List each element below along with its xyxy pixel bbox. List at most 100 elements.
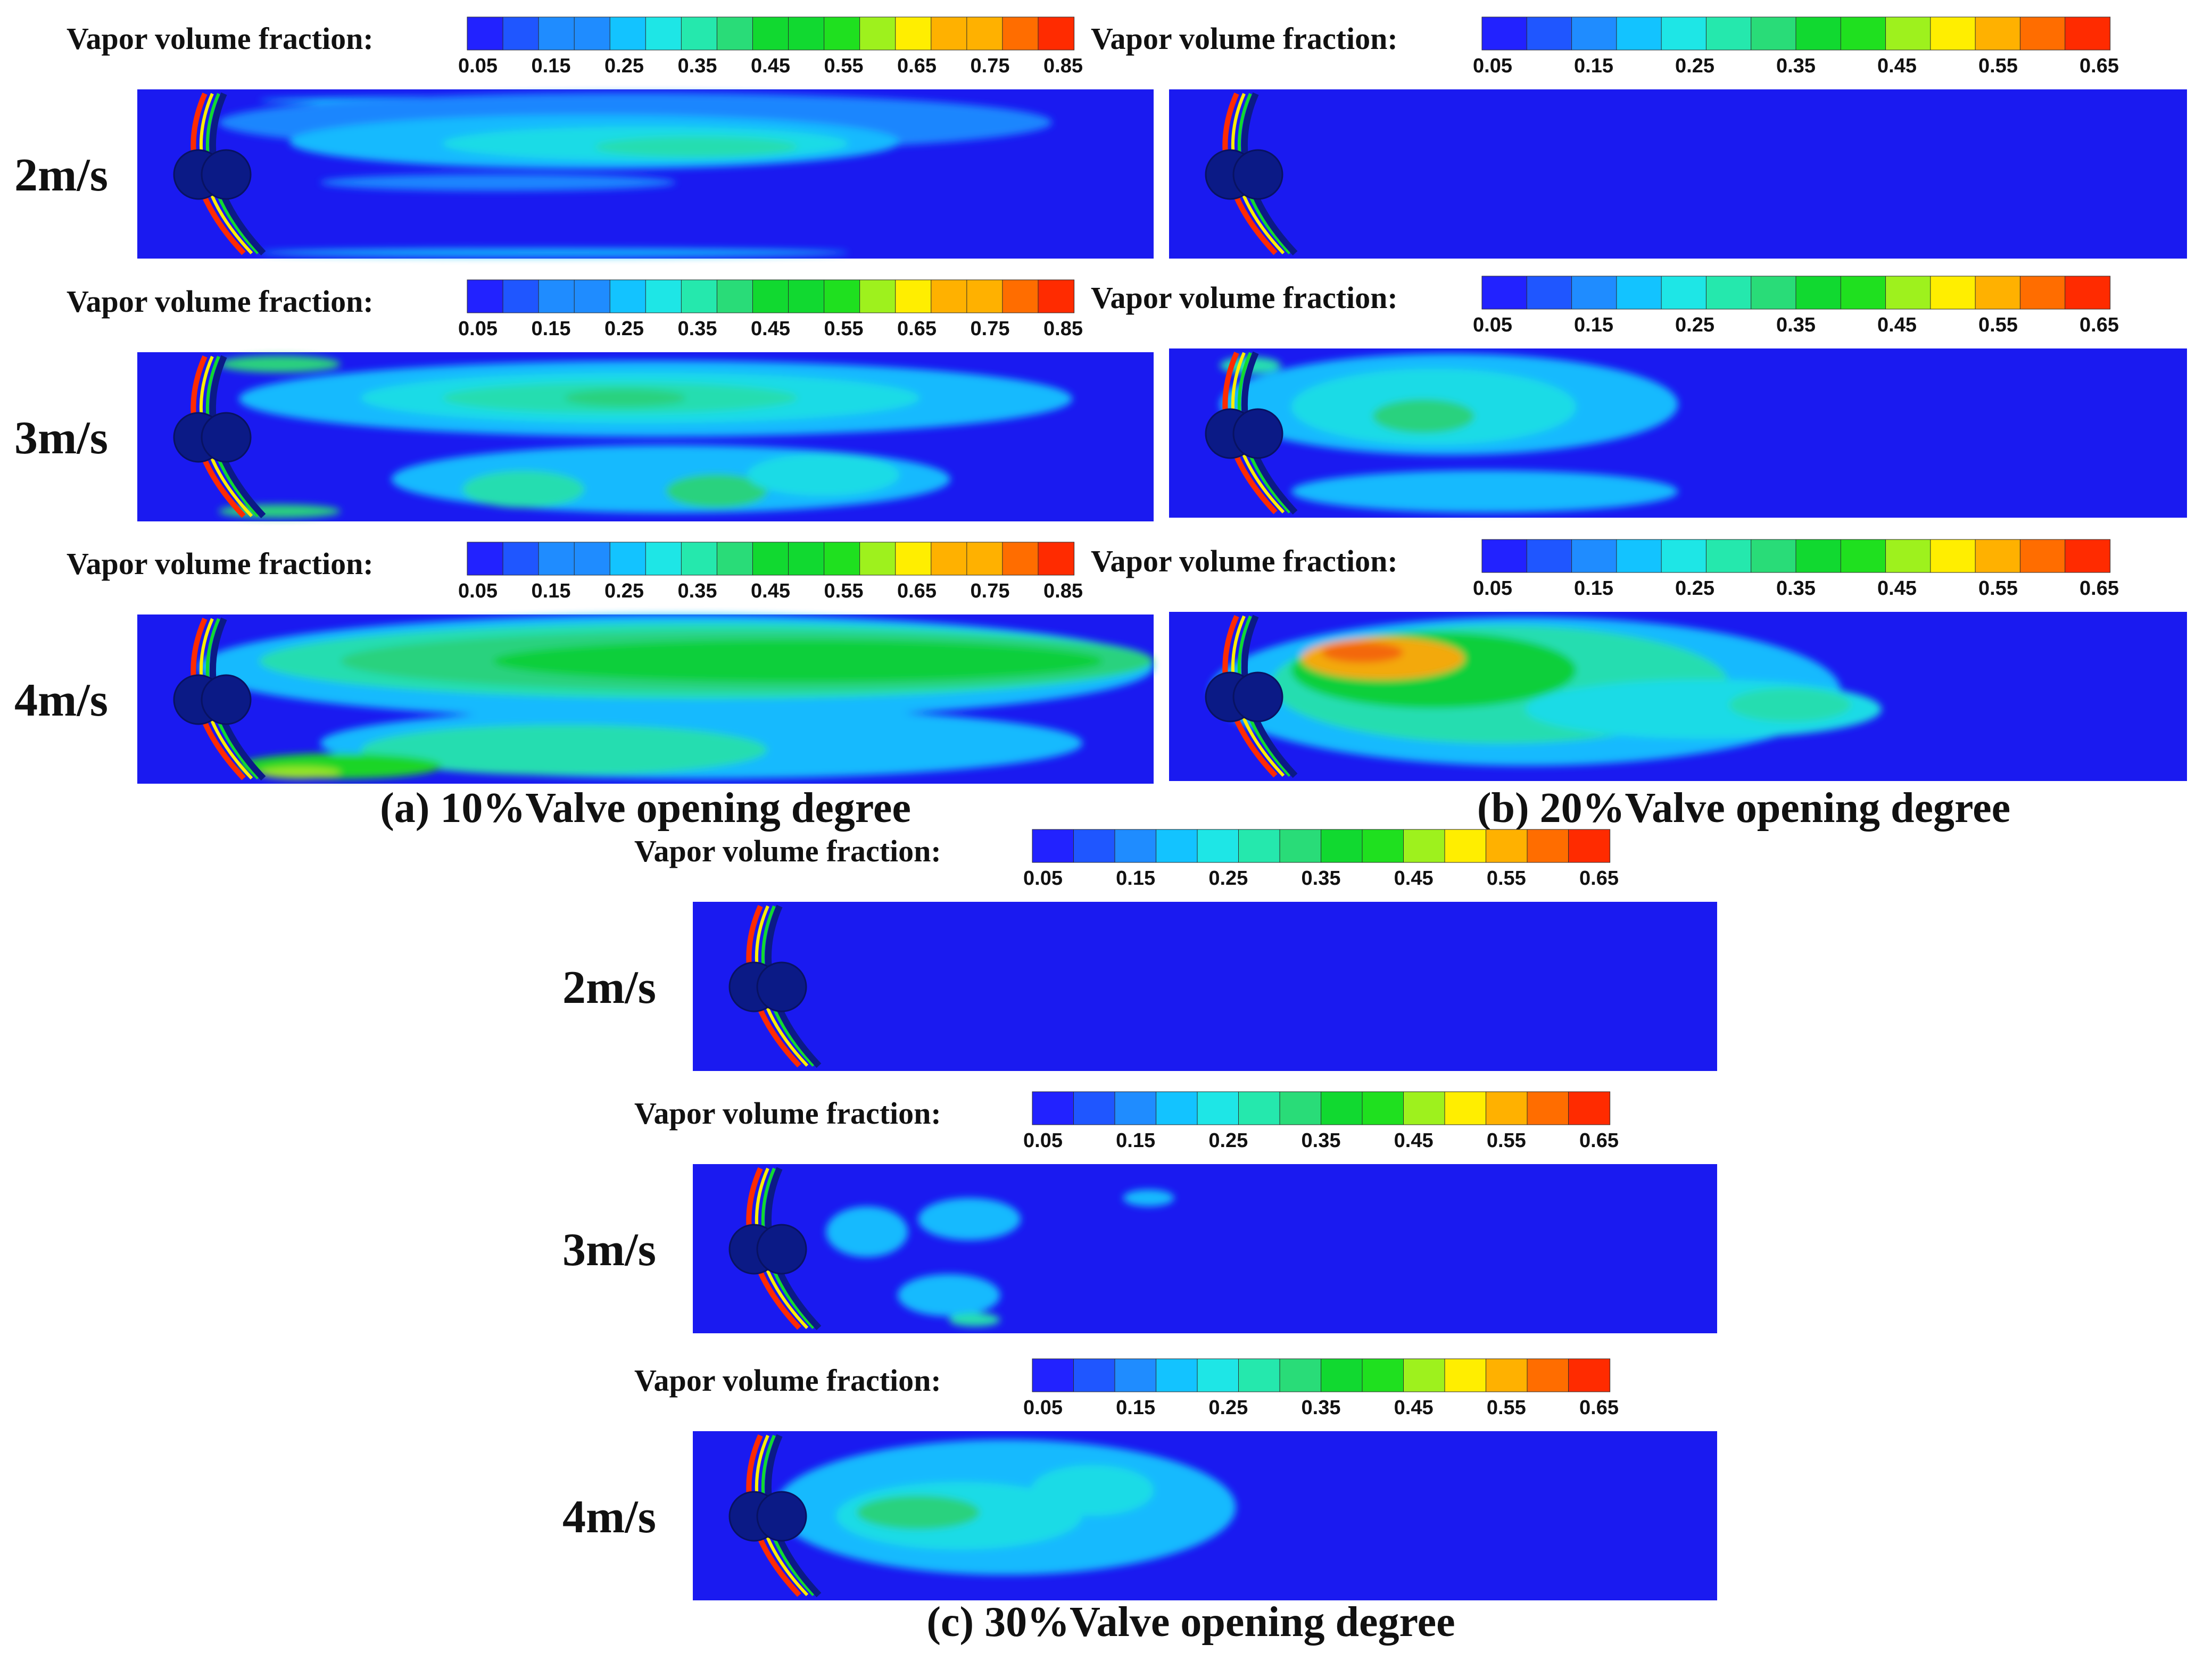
colorbar-segment — [645, 542, 682, 576]
colorbar-tick: 0.35 — [678, 55, 717, 77]
colorbar-tick: 0.25 — [1208, 1130, 1248, 1152]
colorbar-tick: 0.65 — [2080, 577, 2119, 600]
colorbar-segment — [1444, 1358, 1487, 1392]
colorbar-segment — [1403, 1358, 1446, 1392]
vapor-region — [1291, 470, 1678, 513]
colorbar-segment — [1362, 1358, 1404, 1392]
flow-domain — [693, 902, 1717, 1071]
speed-label: 3m/s — [562, 1224, 656, 1276]
colorbar-segment — [895, 279, 932, 313]
colorbar: 0.05 0.15 0.25 0.35 0.45 0.55 0.65 0.75 0.85 — [458, 542, 1083, 602]
colorbar-tick: 0.15 — [1574, 577, 1613, 600]
colorbar-segment — [1197, 829, 1239, 863]
colorbar-segment — [502, 16, 540, 51]
colorbar-segment — [1930, 539, 1976, 573]
colorbar-tick: 0.65 — [2080, 314, 2119, 336]
contour-plot — [137, 615, 1154, 784]
colorbar-tick: 0.15 — [1116, 867, 1155, 890]
row-3-1: 0.05 0.15 0.25 0.35 0.45 0.55 0.65 Vapor volume… — [562, 829, 1717, 1071]
colorbar-segment — [1238, 1358, 1281, 1392]
colorbar-segment — [1526, 16, 1572, 51]
colorbar-segment — [1114, 829, 1157, 863]
vapor-region — [361, 724, 768, 776]
vapor-region — [898, 1274, 1000, 1317]
colorbar-tick: 0.05 — [1473, 577, 1512, 600]
contour-plot — [693, 1431, 1717, 1600]
colorbar-label: Vapor volume fraction: — [1091, 280, 1398, 315]
colorbar-segment — [1403, 1091, 1446, 1125]
colorbar-segment — [1526, 539, 1572, 573]
rotor-hub — [201, 149, 252, 200]
colorbar-segment — [788, 16, 825, 51]
colorbar-tick: 0.85 — [1043, 318, 1083, 340]
contour-plot — [137, 352, 1154, 521]
colorbar-label: Vapor volume fraction: — [67, 284, 374, 319]
colorbar-tick: 0.35 — [1302, 1130, 1341, 1152]
colorbar-segment — [2019, 16, 2066, 51]
colorbar-tick: 0.45 — [1877, 55, 1917, 77]
colorbar-segment — [1362, 1091, 1404, 1125]
colorbar-segment — [1156, 1358, 1198, 1392]
colorbar-segment — [1481, 539, 1528, 573]
valve-rotor — [1205, 92, 1298, 256]
colorbar-segment — [1279, 1091, 1322, 1125]
colorbar-segment — [1885, 276, 1931, 310]
colorbar-segment — [1527, 1358, 1569, 1392]
colorbar-tick: 0.05 — [1473, 314, 1512, 336]
colorbar-tick: 0.75 — [971, 55, 1010, 77]
colorbar-tick: 0.55 — [1978, 55, 2018, 77]
vapor-region — [949, 1313, 1000, 1327]
colorbar-segment — [1156, 1091, 1198, 1125]
colorbar-segment — [1002, 542, 1039, 576]
colorbar-tick: 0.45 — [1877, 577, 1917, 600]
colorbar-segment — [788, 279, 825, 313]
colorbar-tick: 0.35 — [1302, 867, 1341, 890]
colorbar-segment — [1197, 1091, 1239, 1125]
vapor-region — [594, 137, 798, 157]
colorbar-segment — [752, 279, 789, 313]
vapor-cloud — [218, 355, 1073, 518]
panel-3: 0.05 0.15 0.25 0.35 0.45 0.55 0.65 Vapor volume… — [562, 829, 1717, 1646]
colorbar-segment — [1073, 829, 1116, 863]
colorbar-segment — [1705, 16, 1752, 51]
vapor-region — [493, 640, 1103, 683]
colorbar-segment — [609, 16, 647, 51]
valve-rotor — [728, 1167, 822, 1331]
contour-plot — [137, 89, 1154, 259]
colorbar-segment — [1002, 16, 1039, 51]
colorbar-segment — [1156, 829, 1198, 863]
rotor-hub — [1232, 671, 1283, 723]
colorbar-segment — [716, 16, 753, 51]
colorbar-segment — [1486, 1358, 1528, 1392]
colorbar-segment — [1114, 1358, 1157, 1392]
speed-label: 2m/s — [14, 150, 108, 201]
colorbar-segment — [1032, 1091, 1074, 1125]
colorbar-segment — [1975, 276, 2021, 310]
colorbar-segment — [1751, 276, 1797, 310]
colorbar-segment — [1795, 276, 1842, 310]
colorbar-tick: 0.65 — [1579, 867, 1619, 890]
colorbar-segment — [824, 279, 860, 313]
colorbar-segment — [1486, 1091, 1528, 1125]
colorbar-tick: 0.55 — [1487, 867, 1526, 890]
colorbar-tick: 0.25 — [1675, 55, 1714, 77]
colorbar-segment — [716, 542, 753, 576]
colorbar-tick: 0.45 — [1877, 314, 1917, 336]
colorbar-segment — [1403, 829, 1446, 863]
vapor-region — [259, 248, 849, 257]
colorbar-tick: 0.65 — [2080, 55, 2119, 77]
colorbar-tick: 0.35 — [1776, 577, 1816, 600]
colorbar-segment — [788, 542, 825, 576]
colorbar-segment — [1002, 279, 1039, 313]
colorbar-tick: 0.55 — [1978, 577, 2018, 600]
valve-rotor — [173, 617, 266, 781]
colorbar: 0.05 0.15 0.25 0.35 0.45 0.55 0.65 — [1473, 539, 2119, 600]
colorbar-segment — [1568, 1091, 1611, 1125]
vapor-region — [1729, 688, 1851, 722]
speed-label: 2m/s — [562, 962, 656, 1014]
colorbar-tick: 0.45 — [1394, 1130, 1434, 1152]
colorbar-segment — [1197, 1358, 1239, 1392]
vapor-region — [1123, 1189, 1174, 1207]
colorbar-segment — [681, 16, 718, 51]
